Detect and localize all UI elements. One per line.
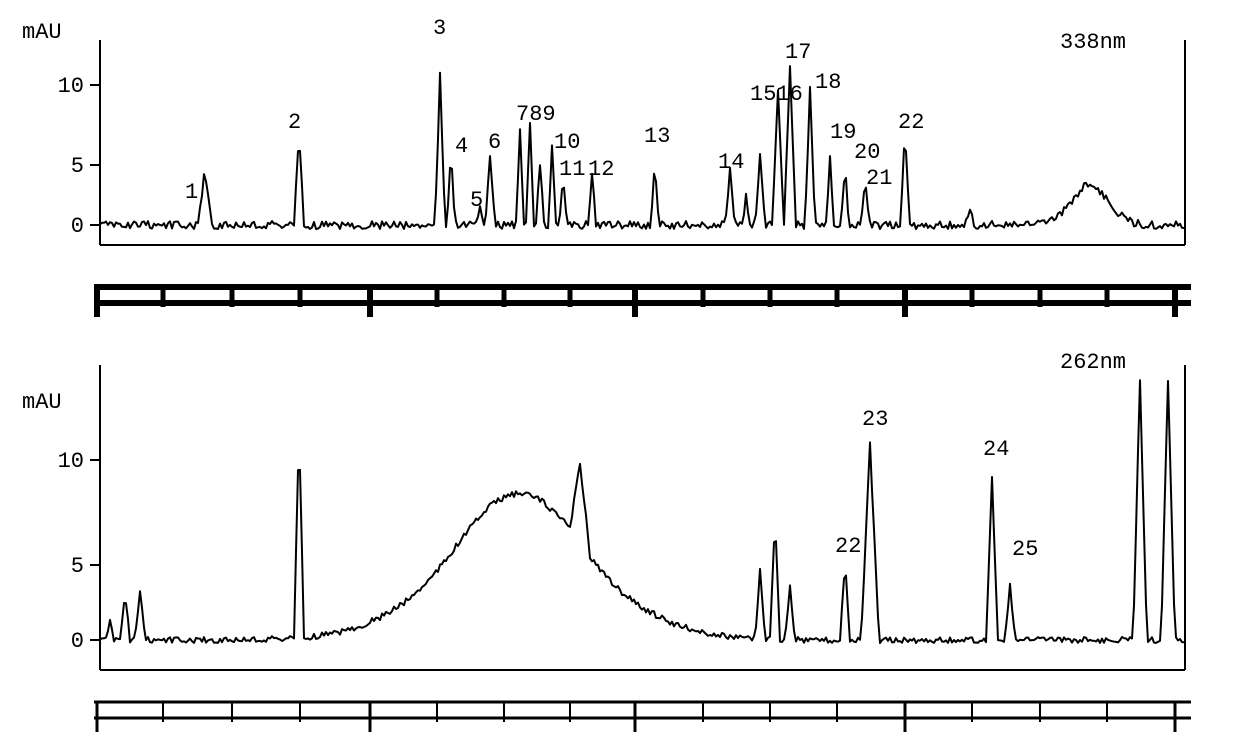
chromatogram-figure: mAU338nm05101234567891011121314151617181… bbox=[0, 0, 1240, 754]
y-tick-label: 10 bbox=[58, 449, 84, 474]
panel-338nm: mAU338nm05101234567891011121314151617181… bbox=[22, 16, 1191, 317]
peak-label: 23 bbox=[862, 407, 888, 432]
y-tick-label: 0 bbox=[71, 214, 84, 239]
chromatogram-trace bbox=[100, 380, 1184, 643]
peak-label: 17 bbox=[785, 40, 811, 65]
peak-label: 18 bbox=[815, 70, 841, 95]
wavelength-label: 338nm bbox=[1060, 30, 1126, 55]
chromatogram-trace bbox=[100, 66, 1184, 229]
peak-label: 2 bbox=[288, 110, 301, 135]
peak-label: 4 bbox=[455, 134, 468, 159]
peak-label: 14 bbox=[718, 150, 744, 175]
peak-label: 25 bbox=[1012, 537, 1038, 562]
chromatogram-svg: mAU338nm05101234567891011121314151617181… bbox=[0, 0, 1240, 754]
peak-label: 19 bbox=[830, 120, 856, 145]
y-tick-label: 10 bbox=[58, 74, 84, 99]
peak-label: 22 bbox=[835, 534, 861, 559]
peak-label: 21 bbox=[866, 166, 892, 191]
peak-label: 22 bbox=[898, 110, 924, 135]
peak-label: 1516 bbox=[750, 82, 803, 107]
peak-label: 5 bbox=[470, 188, 483, 213]
panel-262nm: mAU 262nm 0 5 10 22 23 24 25 bbox=[22, 350, 1191, 732]
y-axis-label: mAU bbox=[22, 390, 62, 415]
peak-label: 1 bbox=[185, 180, 198, 205]
peak-label: 6 bbox=[488, 130, 501, 155]
peak-label: 20 bbox=[854, 140, 880, 165]
peak-label: 10 bbox=[554, 130, 580, 155]
y-tick-label: 5 bbox=[71, 154, 84, 179]
peak-label: 24 bbox=[983, 437, 1009, 462]
peak-label: 11 bbox=[559, 157, 585, 182]
peak-label: 12 bbox=[588, 157, 614, 182]
peak-label: 789 bbox=[516, 102, 556, 127]
peak-label: 13 bbox=[644, 124, 670, 149]
wavelength-label: 262nm bbox=[1060, 350, 1126, 375]
peak-label: 3 bbox=[433, 16, 446, 41]
y-tick-label: 5 bbox=[71, 554, 84, 579]
y-tick-label: 0 bbox=[71, 629, 84, 654]
y-axis-label: mAU bbox=[22, 20, 62, 45]
